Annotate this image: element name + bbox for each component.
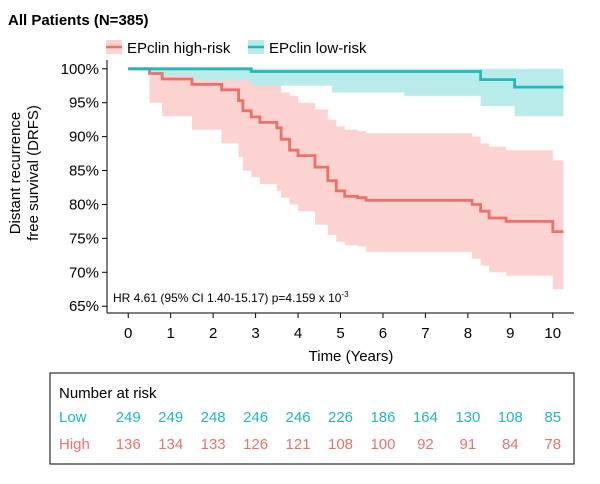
x-axis-label: Time (Years) <box>309 348 394 365</box>
x-tick-label: 2 <box>209 325 217 342</box>
y-tick-label: 70% <box>69 264 99 281</box>
legend-low-risk-label: EPclin low-risk <box>269 40 367 57</box>
risk-count-high: 121 <box>286 436 311 453</box>
risk-table-border <box>49 372 575 465</box>
x-tick-label: 6 <box>379 325 387 342</box>
x-tick-label: 1 <box>167 325 175 342</box>
risk-count-high: 126 <box>243 436 268 453</box>
x-tick-label: 8 <box>464 325 472 342</box>
legend: EPclin high-risk EPclin low-risk <box>106 40 367 57</box>
legend-high-risk-label: EPclin high-risk <box>127 40 231 57</box>
risk-count-low: 186 <box>370 409 395 426</box>
y-tick-label: 95% <box>69 95 99 112</box>
risk-count-high: 78 <box>544 436 561 453</box>
plot-area: 65% 70% 75% 80% 85% 90% 95% 100% 0 1 2 3 4 5 6 7 8 9 10 <box>61 60 574 342</box>
x-tick-label: 7 <box>421 325 429 342</box>
risk-count-low: 130 <box>455 409 480 426</box>
y-axis-label-line2: free survival (DRFS) <box>25 105 42 241</box>
risk-count-low: 246 <box>243 409 268 426</box>
y-tick-label: 85% <box>69 163 99 180</box>
risk-count-high: 108 <box>328 436 353 453</box>
chart-title: All Patients (N=385) <box>8 12 148 29</box>
y-axis-label-line1: Distant recurrence <box>7 112 24 235</box>
risk-row-label-low: Low <box>59 409 87 426</box>
risk-count-low: 226 <box>328 409 353 426</box>
risk-count-high: 136 <box>116 436 141 453</box>
y-tick-label: 80% <box>69 196 99 213</box>
x-tick-label: 3 <box>251 325 259 342</box>
hazard-ratio-text: HR 4.61 (95% CI 1.40-15.17) p=4.159 x 10 <box>113 291 342 305</box>
risk-count-high: 100 <box>370 436 395 453</box>
risk-count-high: 84 <box>502 436 519 453</box>
risk-count-low: 249 <box>116 409 141 426</box>
risk-table: Number at risk Low 249 249 248 246 246 226 186 1… <box>49 372 575 465</box>
risk-count-high: 134 <box>158 436 183 453</box>
risk-count-high: 92 <box>417 436 434 453</box>
risk-count-high: 133 <box>201 436 226 453</box>
risk-count-low: 85 <box>544 409 561 426</box>
risk-count-low: 248 <box>201 409 226 426</box>
x-tick-label: 5 <box>336 325 344 342</box>
ci-band-epclin-low-risk <box>128 68 564 117</box>
risk-count-low: 108 <box>498 409 523 426</box>
risk-table-rows: Low 249 249 248 246 246 226 186 164 130 108 85 High 1… <box>59 409 561 453</box>
x-tick-label: 10 <box>544 325 561 342</box>
hazard-ratio-annotation: HR 4.61 (95% CI 1.40-15.17) p=4.159 x 10… <box>113 290 349 305</box>
ci-band-epclin-high-risk <box>128 68 564 290</box>
survival-line-epclin-high-risk <box>128 67 564 233</box>
risk-row-label-high: High <box>59 436 90 453</box>
hazard-ratio-exponent: -3 <box>341 290 349 299</box>
x-tick-label: 0 <box>124 325 132 342</box>
y-axis-label: Distant recurrence free survival (DRFS) <box>7 105 42 241</box>
y-tick-label: 75% <box>69 230 99 247</box>
risk-table-title: Number at risk <box>59 385 157 402</box>
risk-count-low: 249 <box>158 409 183 426</box>
y-tick-label: 100% <box>61 61 99 78</box>
risk-count-low: 246 <box>286 409 311 426</box>
y-tick-label: 90% <box>69 129 99 146</box>
x-tick-label: 4 <box>294 325 302 342</box>
y-tick-label: 65% <box>69 298 99 315</box>
x-tick-label: 9 <box>506 325 514 342</box>
survival-line-epclin-low-risk <box>128 67 564 89</box>
risk-count-low: 164 <box>413 409 438 426</box>
risk-count-high: 91 <box>460 436 477 453</box>
